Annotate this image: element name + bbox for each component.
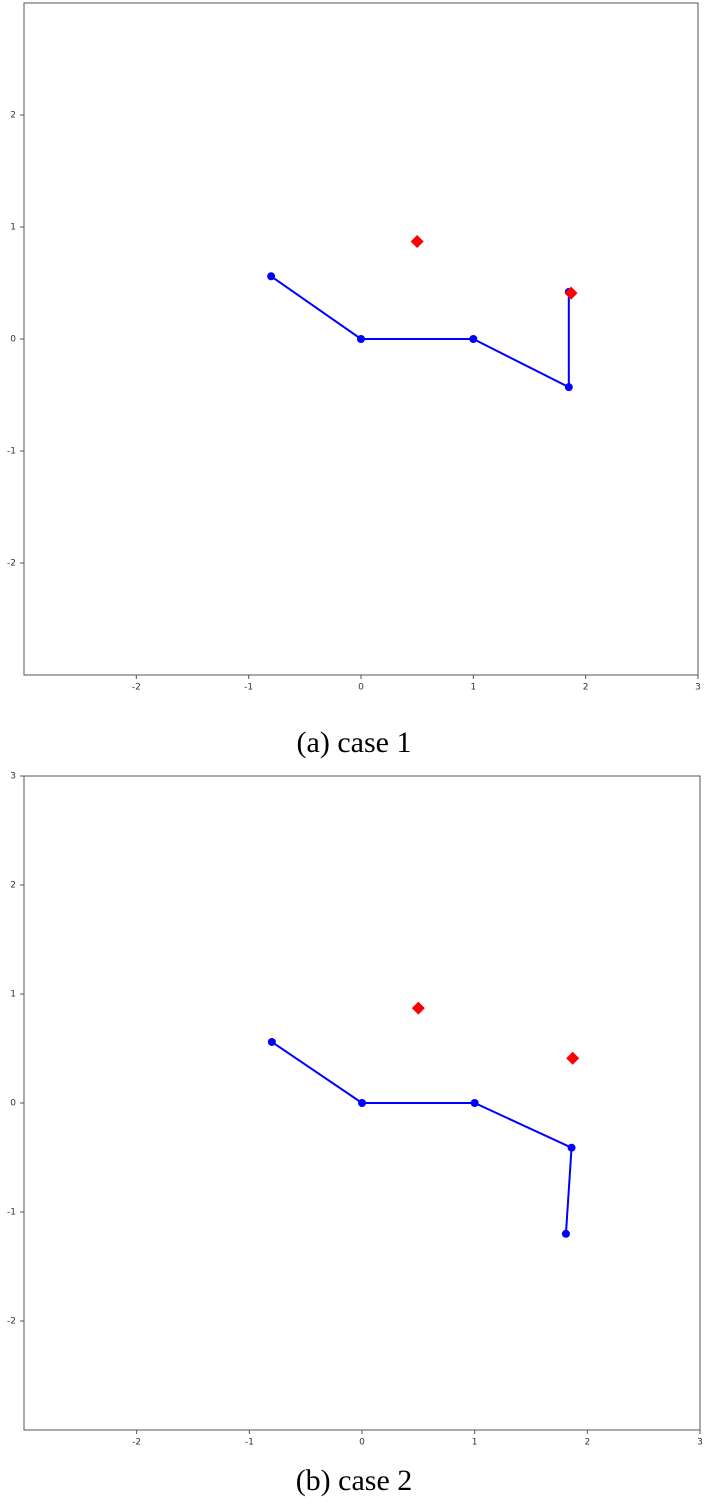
target-marker [410, 235, 424, 249]
target-marker [566, 1051, 580, 1065]
y-tick-label: 0 [10, 335, 16, 345]
point [469, 335, 478, 343]
y-tick-label: -2 [7, 559, 16, 569]
point [358, 1099, 366, 1107]
y-tick-label: 1 [10, 223, 16, 233]
target-marker [564, 286, 578, 300]
point [561, 1229, 570, 1238]
y-tick-label: 0 [10, 1099, 16, 1109]
y-tick-label: 3 [10, 772, 16, 782]
y-tick-label: 2 [10, 881, 16, 891]
target-marker [411, 1001, 425, 1015]
y-tick-label: 2 [10, 111, 16, 121]
x-tick-label: -1 [245, 1438, 254, 1448]
x-tick-label: -2 [132, 683, 141, 693]
line [271, 1041, 573, 1234]
x-tick-label: 2 [584, 1438, 590, 1448]
point [470, 1099, 479, 1107]
y-tick-label: 1 [10, 990, 16, 1000]
x-tick-label: 0 [358, 683, 364, 693]
x-tick-label: 3 [697, 1438, 703, 1448]
caption: (a) case 1 [297, 726, 412, 759]
y-tick-label: -2 [7, 1317, 16, 1327]
y-tick-label: -1 [7, 1208, 16, 1218]
x-tick-label: 3 [695, 683, 701, 693]
line [270, 275, 570, 389]
point [267, 1037, 276, 1046]
x-tick-label: 1 [470, 683, 476, 693]
point [267, 272, 276, 281]
x-tick-label: 1 [472, 1438, 478, 1448]
y-tick-label: -1 [7, 447, 16, 457]
x-tick-label: 0 [359, 1438, 365, 1448]
point [567, 1143, 576, 1152]
x-tick-label: -2 [132, 1438, 141, 1448]
x-tick-label: -1 [244, 683, 253, 693]
point [564, 383, 573, 392]
point [357, 335, 365, 343]
caption: (b) case 2 [296, 1464, 413, 1497]
x-tick-label: 2 [583, 683, 589, 693]
